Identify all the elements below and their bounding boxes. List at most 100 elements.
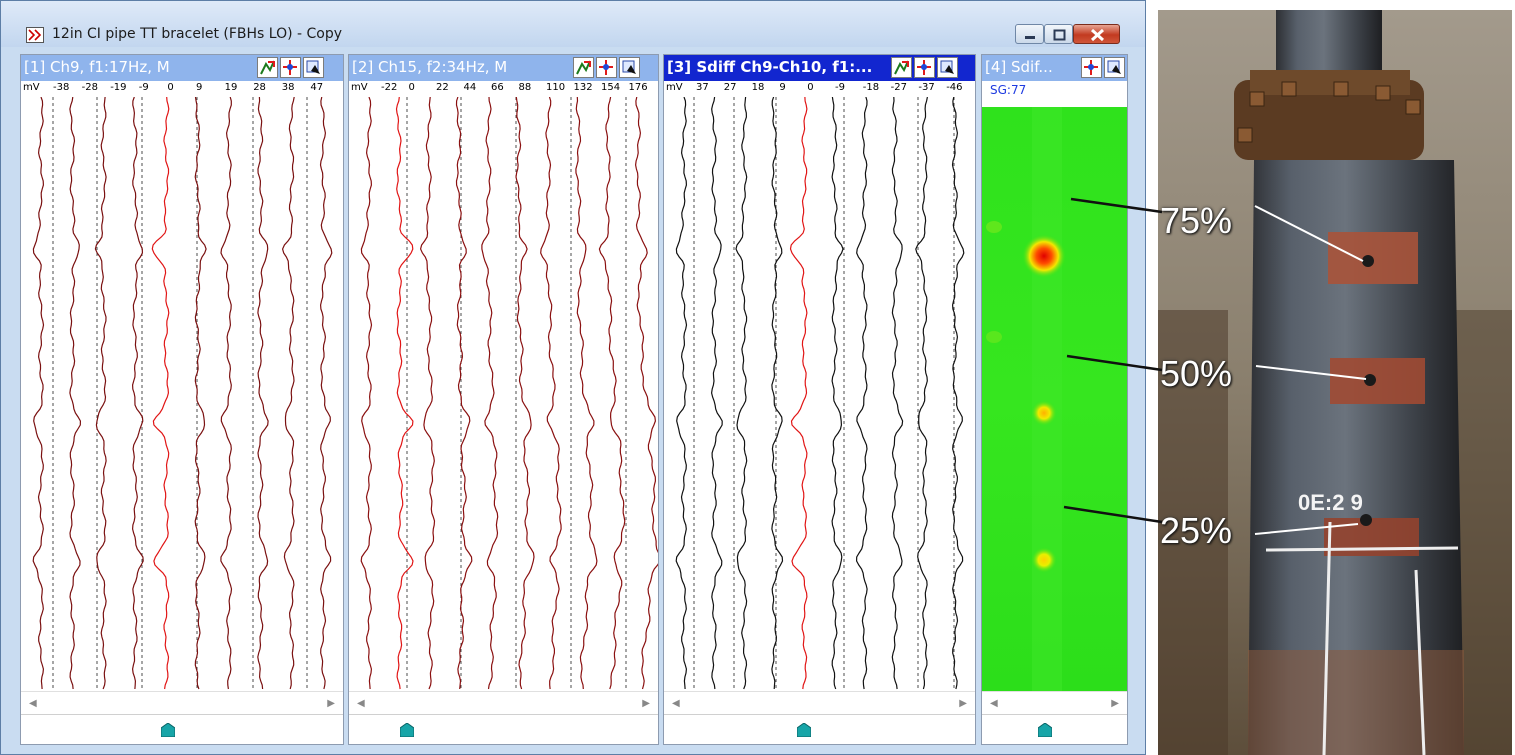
scale-tick-label: -27 (890, 82, 907, 93)
close-button[interactable] (1073, 24, 1120, 44)
signal-trace (69, 97, 82, 690)
chart-settings-icon (894, 60, 909, 75)
signal-trace (710, 97, 723, 690)
trace-plot[interactable] (664, 97, 975, 691)
signal-trace (891, 97, 904, 690)
scale-tick-label: 0 (408, 82, 415, 93)
scroll-right-icon[interactable]: ▶ (642, 698, 650, 709)
horizontal-scrollbar[interactable]: ◀ ▶ (664, 691, 975, 715)
chart-settings-icon (576, 60, 591, 75)
signal-trace (481, 97, 499, 690)
scale-tick-label: 88 (518, 82, 532, 93)
scroll-left-icon[interactable]: ◀ (357, 698, 365, 709)
scroll-right-icon[interactable]: ▶ (1111, 698, 1119, 709)
sg-label: SG:77 (990, 83, 1027, 97)
signal-trace (540, 97, 562, 690)
marker-row (982, 717, 1127, 743)
scroll-left-icon[interactable]: ◀ (29, 698, 37, 709)
pane-heatmap[interactable]: [4] Sdif... SG:77 ◀ ▶ (981, 54, 1128, 745)
export-button[interactable] (1104, 57, 1125, 78)
scale-tick-label: -46 (946, 82, 963, 93)
chart-settings-button[interactable] (257, 57, 278, 78)
minimize-icon (1025, 36, 1035, 39)
signal-trace (131, 97, 144, 690)
export-icon (306, 60, 320, 74)
scale-tick-label: 9 (779, 82, 786, 93)
trace-plot[interactable] (21, 97, 343, 691)
pane-sdiff[interactable]: [3] Sdiff Ch9-Ch10, f1:... mV 37 27 18 9 0 -9 -… (663, 54, 976, 745)
pipe-photo: 0E:2 9 75% 50% 25% (1158, 10, 1512, 755)
export-icon (622, 60, 636, 74)
chart-settings-icon (260, 60, 275, 75)
c-scan-heatmap[interactable] (982, 107, 1127, 691)
horizontal-scrollbar[interactable]: ◀ ▶ (349, 691, 658, 715)
pipe-photo-image: 0E:2 9 (1158, 10, 1512, 755)
scale-tick-label: -9 (138, 82, 149, 93)
minimize-button[interactable] (1015, 24, 1044, 44)
scale-tick-label: 132 (573, 82, 593, 93)
signal-trace (319, 97, 333, 690)
scale-tick-label: 154 (601, 82, 621, 93)
scale-unit: mV (351, 82, 368, 93)
chart-settings-button[interactable] (573, 57, 594, 78)
export-button[interactable] (619, 57, 640, 78)
position-marker-icon[interactable] (400, 723, 414, 737)
pane-header[interactable]: [2] Ch15, f2:34Hz, M (349, 55, 658, 81)
chart-settings-button[interactable] (891, 57, 912, 78)
signal-trace (634, 97, 658, 690)
window-app-icon (26, 27, 44, 43)
pane-header[interactable]: [1] Ch9, f1:17Hz, M (21, 55, 343, 81)
scroll-left-icon[interactable]: ◀ (990, 698, 998, 709)
export-button[interactable] (303, 57, 324, 78)
pane-header[interactable]: [4] Sdif... (982, 55, 1127, 81)
scroll-right-icon[interactable]: ▶ (959, 698, 967, 709)
cursor-button[interactable] (914, 57, 935, 78)
signal-trace (281, 97, 295, 690)
export-icon (1107, 60, 1121, 74)
trace-plot[interactable] (349, 97, 658, 691)
scale-tick-label: 0 (807, 82, 814, 93)
signal-trace (575, 97, 598, 690)
signal-trace (32, 97, 45, 690)
signal-trace (675, 97, 688, 690)
cursor-icon (599, 60, 613, 75)
signal-trace (257, 97, 269, 690)
scale-tick-label: -22 (381, 82, 398, 93)
maximize-button[interactable] (1044, 24, 1073, 44)
horizontal-scrollbar[interactable]: ◀ ▶ (982, 691, 1127, 715)
position-marker-icon[interactable] (161, 723, 175, 737)
scale-tick-label: 19 (224, 82, 238, 93)
scale-tick-label: 176 (628, 82, 648, 93)
scroll-right-icon[interactable]: ▶ (327, 698, 335, 709)
scale-tick-label: 110 (546, 82, 566, 93)
signal-trace (455, 97, 473, 690)
pane-ch15[interactable]: [2] Ch15, f2:34Hz, M mV -22 0 22 44 66 88 110 13… (348, 54, 659, 745)
scale-tick-label: -28 (81, 82, 98, 93)
cursor-button[interactable] (596, 57, 617, 78)
position-marker-icon[interactable] (1038, 723, 1052, 737)
app-window: 12in CI pipe TT bracelet (FBHs LO) - Cop… (0, 0, 1146, 755)
horizontal-scrollbar[interactable]: ◀ ▶ (21, 691, 343, 715)
pane-header[interactable]: [3] Sdiff Ch9-Ch10, f1:... (664, 55, 975, 81)
scale-tick-label: -38 (53, 82, 70, 93)
title-bar[interactable]: 12in CI pipe TT bracelet (FBHs LO) - Cop… (1, 1, 1145, 47)
position-marker-icon[interactable] (797, 723, 811, 737)
scale-tick-label: 47 (310, 82, 324, 93)
cursor-button[interactable] (1081, 57, 1102, 78)
scale-tick-label: 44 (463, 82, 477, 93)
signal-trace (735, 97, 748, 690)
signal-trace (94, 97, 107, 690)
signal-trace (360, 97, 373, 690)
scroll-left-icon[interactable]: ◀ (672, 698, 680, 709)
marker-row (21, 717, 343, 743)
pane-ch9[interactable]: [1] Ch9, f1:17Hz, M mV -38 -28 -19 -9 0 9 19 28 3… (20, 54, 344, 745)
close-icon (1090, 28, 1105, 42)
signal-trace (194, 97, 207, 690)
export-button[interactable] (937, 57, 958, 78)
signal-trace (789, 97, 808, 690)
leader-lines (1254, 205, 1367, 535)
scale-ruler: mV -22 0 22 44 66 88 110 132 154 176 (349, 82, 658, 96)
pane-title: [1] Ch9, f1:17Hz, M (24, 58, 170, 76)
cursor-button[interactable] (280, 57, 301, 78)
scale-unit: mV (23, 82, 40, 93)
